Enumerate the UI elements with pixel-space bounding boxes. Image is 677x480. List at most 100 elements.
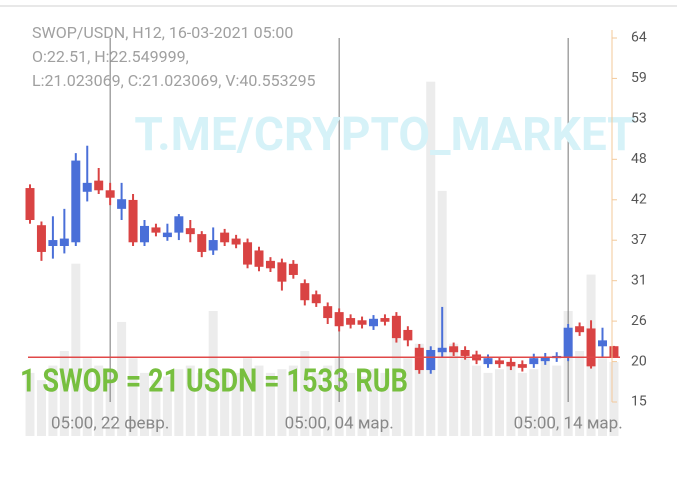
volume-bar [105, 369, 115, 436]
chart-title: SWOP/USDN, H12, 16-03-2021 05:00 [32, 23, 293, 42]
grid-layer [109, 37, 617, 403]
y-tick-label: 48 [631, 151, 647, 167]
volume-bar [552, 365, 562, 436]
x-tick-label: 05:00, 22 февр. [51, 413, 169, 433]
candle-body [300, 283, 310, 301]
volume-bar [220, 369, 230, 436]
candle-body [59, 238, 69, 246]
candle-body [128, 199, 138, 243]
candle-body [185, 228, 195, 235]
x-tick-label: 05:00, 14 мар. [514, 413, 623, 433]
candle-body [380, 318, 390, 322]
volume-bar [117, 321, 127, 436]
volume-bar [185, 365, 195, 436]
candle-body [82, 182, 92, 192]
ohlc-info: L:21.023069, C:21.023069, V:40.553295 [32, 71, 316, 90]
candle-body [414, 347, 424, 371]
y-tick-label: 37 [631, 232, 647, 248]
watermark: T.ME/CRYPTO_MARKET [134, 108, 635, 162]
ohlc-info: O:22.51, H:22.549999, [32, 47, 189, 66]
volume-bar [346, 372, 356, 436]
volume-bar [208, 311, 218, 436]
volume-bar [197, 372, 207, 436]
volume-bar [82, 358, 92, 436]
candle-body [162, 232, 172, 238]
volume-bar [162, 376, 172, 436]
volume-bar [231, 372, 241, 436]
candle-body [449, 346, 459, 353]
candle-body [71, 160, 81, 243]
candle-body [460, 350, 470, 356]
candle-body [483, 358, 493, 365]
volume-bar [449, 343, 459, 436]
y-tick-label: 42 [631, 191, 647, 207]
candle-body [151, 227, 161, 233]
volume-bar [311, 372, 321, 436]
y-tick-label: 31 [631, 272, 647, 288]
candle-body [197, 234, 207, 252]
y-tick-label: 59 [631, 70, 647, 86]
volume-bar [128, 358, 138, 436]
candle-body [575, 326, 585, 333]
candle-body [517, 364, 527, 368]
candle-body [586, 328, 596, 367]
candle-body [369, 318, 378, 327]
candle-body [311, 294, 321, 304]
candle-body [174, 216, 184, 233]
candle-body [529, 358, 539, 365]
volume-bar [140, 372, 149, 436]
y-tick-label: 64 [631, 30, 647, 46]
y-tick-label: 53 [631, 111, 647, 127]
x-tick-label: 05:00, 04 мар. [285, 413, 394, 433]
price-annotation: 1 SWOP = 21 USDN = 1533 RUB [20, 361, 408, 399]
candle-body [36, 225, 46, 252]
candle-body [25, 188, 35, 220]
volume-bar [243, 358, 253, 436]
candle-body [357, 320, 367, 325]
volume-bar [265, 372, 275, 436]
candle-body [506, 361, 516, 367]
candle-body [437, 347, 447, 353]
volume-bar [151, 380, 161, 436]
candle-body [346, 318, 356, 325]
volume-bar [380, 372, 390, 436]
candle-body [391, 315, 401, 339]
candle-body [254, 250, 264, 267]
candle-body [540, 356, 550, 362]
candle-body [243, 242, 253, 265]
candle-body [609, 346, 619, 358]
volume-bar [529, 369, 539, 436]
volume-bar [472, 365, 482, 436]
candle-body [48, 240, 58, 246]
volume-bar [575, 351, 585, 436]
volume-bar [598, 358, 607, 436]
volume-bar [254, 365, 264, 436]
volume-bar [94, 365, 104, 436]
candle-body [494, 360, 504, 365]
volume-bar [494, 369, 504, 436]
volume-bar [71, 263, 81, 436]
candle-body [94, 180, 104, 191]
volume-bar [174, 369, 184, 436]
volume-bar [517, 372, 527, 436]
candle-layer [25, 145, 620, 374]
volume-bar [540, 358, 550, 436]
volume-bar [300, 351, 310, 436]
volume-bar [36, 380, 46, 436]
candle-body [117, 199, 127, 209]
candle-body [288, 263, 298, 275]
y-tick-label: 15 [631, 394, 647, 410]
volume-bar [426, 81, 436, 437]
volume-bar [48, 365, 58, 436]
volume-bar [403, 358, 413, 436]
y-tick-label: 20 [631, 353, 647, 369]
volume-bar [414, 343, 424, 436]
y-tick-label: 26 [631, 313, 647, 329]
volume-bar [277, 369, 287, 436]
candle-body [426, 350, 436, 371]
candle-body [140, 225, 149, 243]
volume-bar [323, 365, 333, 436]
volume-bar [391, 336, 401, 436]
candle-body [323, 306, 333, 319]
candle-body [403, 329, 413, 341]
